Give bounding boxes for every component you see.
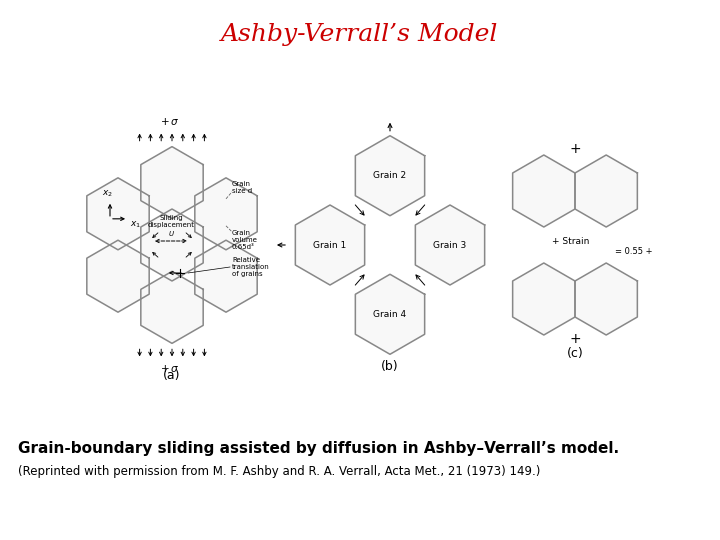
Text: $x_1$: $x_1$ bbox=[130, 220, 141, 231]
Polygon shape bbox=[87, 240, 149, 312]
Text: Ashby-Verrall’s Model: Ashby-Verrall’s Model bbox=[221, 24, 499, 46]
Polygon shape bbox=[513, 155, 575, 227]
Text: Grain 1: Grain 1 bbox=[313, 240, 346, 249]
Text: Grain 4: Grain 4 bbox=[374, 310, 407, 319]
Polygon shape bbox=[141, 147, 203, 219]
Polygon shape bbox=[195, 178, 257, 250]
Text: Grain-boundary sliding assisted by diffusion in Ashby–Verrall’s model.: Grain-boundary sliding assisted by diffu… bbox=[18, 441, 619, 456]
Text: $+\,\sigma$: $+\,\sigma$ bbox=[161, 116, 179, 127]
Text: + Strain: + Strain bbox=[552, 237, 590, 246]
Polygon shape bbox=[295, 205, 364, 285]
Text: $x_2$: $x_2$ bbox=[102, 188, 112, 199]
Text: (c): (c) bbox=[567, 347, 583, 360]
Text: $+\,\sigma$: $+\,\sigma$ bbox=[161, 363, 179, 374]
Text: (b): (b) bbox=[381, 360, 399, 373]
Polygon shape bbox=[141, 272, 203, 343]
Text: +: + bbox=[570, 142, 581, 156]
Text: (a): (a) bbox=[163, 369, 181, 382]
Text: = 0.55 +: = 0.55 + bbox=[615, 246, 652, 255]
Text: Sliding
displacement
$U$: Sliding displacement $U$ bbox=[148, 214, 194, 238]
Polygon shape bbox=[575, 155, 637, 227]
Polygon shape bbox=[195, 240, 257, 312]
Text: Relative
translation
of grains: Relative translation of grains bbox=[232, 257, 270, 277]
Polygon shape bbox=[87, 178, 149, 250]
Polygon shape bbox=[575, 263, 637, 335]
Polygon shape bbox=[513, 263, 575, 335]
Text: Grain
size d: Grain size d bbox=[232, 181, 252, 194]
Polygon shape bbox=[356, 274, 425, 354]
Text: Grain
volume
0.65d³: Grain volume 0.65d³ bbox=[232, 230, 258, 250]
Text: (Reprinted with permission from M. F. Ashby and R. A. Verrall, Acta Met., 21 (19: (Reprinted with permission from M. F. As… bbox=[18, 465, 541, 478]
Polygon shape bbox=[356, 136, 425, 215]
Polygon shape bbox=[415, 205, 485, 285]
Polygon shape bbox=[141, 209, 203, 281]
Text: +: + bbox=[570, 332, 581, 346]
Text: Grain 3: Grain 3 bbox=[433, 240, 467, 249]
Text: Grain 2: Grain 2 bbox=[374, 171, 407, 180]
